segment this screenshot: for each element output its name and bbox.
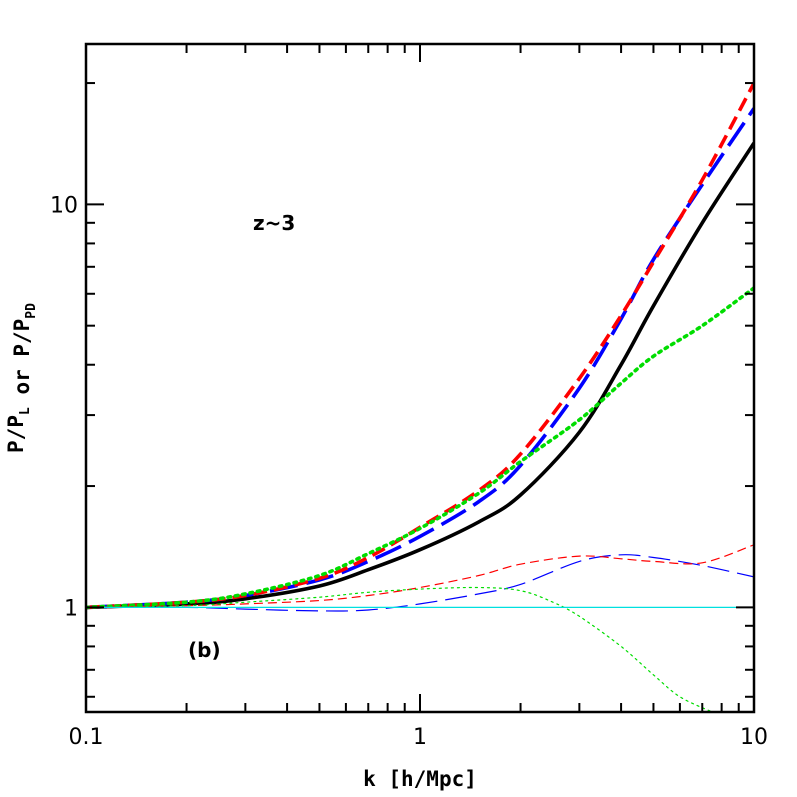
annotation-redshift: z~3: [253, 211, 295, 235]
y-axis-label-part: or P/P: [10, 319, 34, 408]
x-tick-label: 1: [413, 725, 427, 750]
label-layer: 0.1 1 10 1 10: [50, 193, 768, 750]
y-axis-label-subscript: PD: [24, 303, 39, 319]
y-axis-label: P/PL or P/PPD: [4, 303, 39, 453]
x-tick-label: 10: [740, 725, 768, 750]
tick-layer: [85, 44, 755, 712]
y-axis-label-part: P/P: [4, 415, 28, 453]
series-line-5: [86, 554, 754, 612]
x-tick-label: 0.1: [69, 725, 104, 750]
series-line-4: [86, 286, 754, 610]
series-layer: [86, 82, 754, 712]
series-line-7: [86, 586, 713, 712]
plot-frame: [84, 42, 756, 714]
x-axis-label: k [h/Mpc]: [363, 767, 477, 791]
series-line-6: [86, 544, 754, 608]
y-tick-label: 10: [50, 193, 78, 218]
annotation-panel-b: (b): [188, 638, 221, 662]
y-tick-label: 1: [64, 596, 78, 621]
y-axis-label-subscript: L: [18, 407, 33, 415]
series-line-1: [86, 142, 754, 610]
